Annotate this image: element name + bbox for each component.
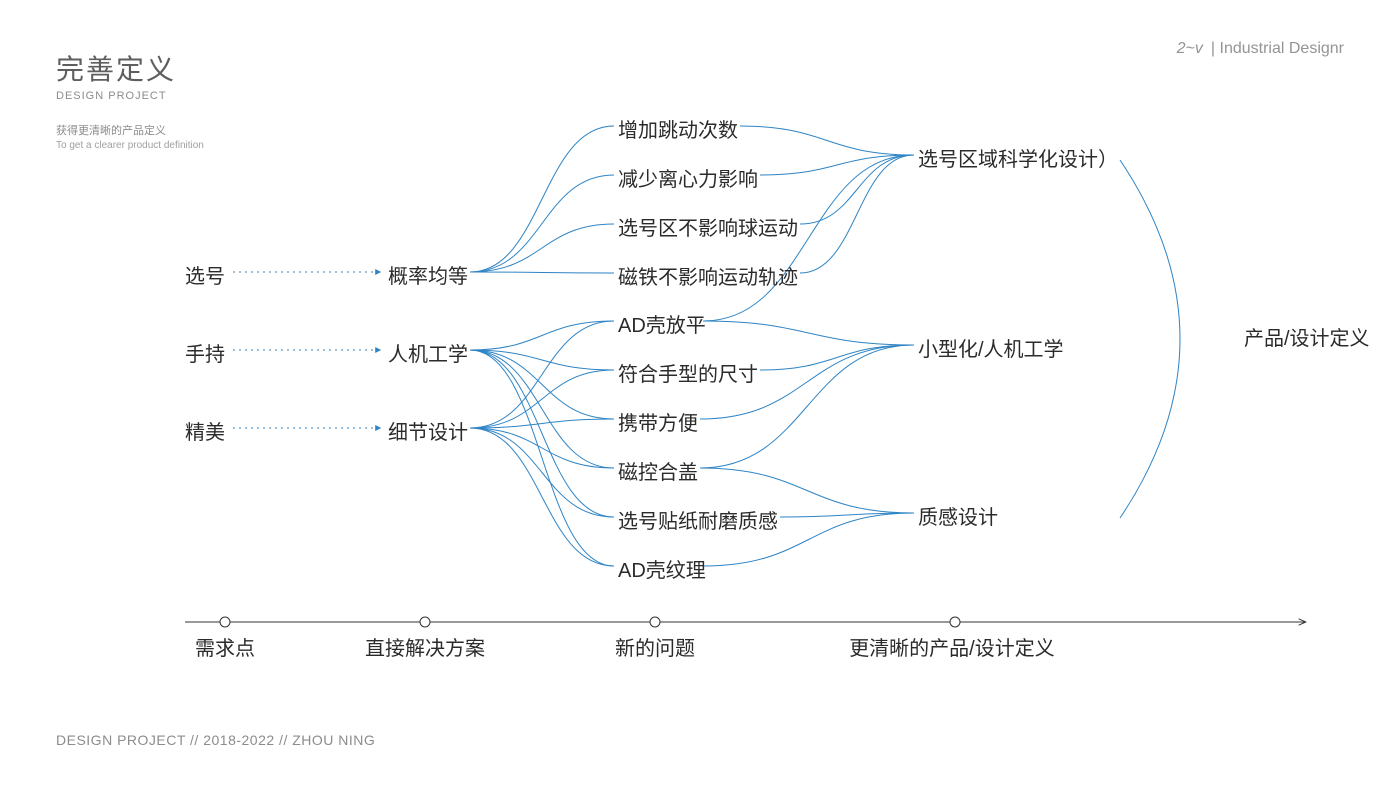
node-c2c: 细节设计	[388, 416, 468, 445]
node-c4a: 选号区域科学化设计）	[918, 143, 1118, 172]
node-c3j: AD壳纹理	[618, 554, 706, 583]
node-c3g: 携带方便	[618, 407, 698, 436]
node-c3e: AD壳放平	[618, 309, 706, 338]
node-c3f: 符合手型的尺寸	[618, 358, 758, 387]
node-c4c: 质感设计	[918, 501, 998, 530]
node-c3a: 增加跳动次数	[618, 114, 738, 143]
node-c1c: 精美	[185, 416, 225, 445]
node-c1b: 手持	[185, 338, 225, 367]
node-c4b: 小型化/人机工学	[918, 333, 1064, 362]
axis-label-2: 新的问题	[615, 632, 695, 661]
node-c1a: 选号	[185, 260, 225, 289]
node-c3b: 减少离心力影响	[618, 163, 758, 192]
node-c3h: 磁控合盖	[618, 456, 698, 485]
node-c5a: 产品/设计定义	[1244, 322, 1370, 351]
node-c2a: 概率均等	[388, 260, 468, 289]
node-c3i: 选号贴纸耐磨质感	[618, 505, 778, 534]
axis-label-3: 更清晰的产品/设计定义	[849, 632, 1055, 661]
node-c2b: 人机工学	[388, 338, 468, 367]
node-c3c: 选号区不影响球运动	[618, 212, 798, 241]
axis-label-1: 直接解决方案	[365, 632, 485, 661]
axis-label-0: 需求点	[195, 632, 255, 661]
node-c3d: 磁铁不影响运动轨迹	[618, 261, 798, 290]
